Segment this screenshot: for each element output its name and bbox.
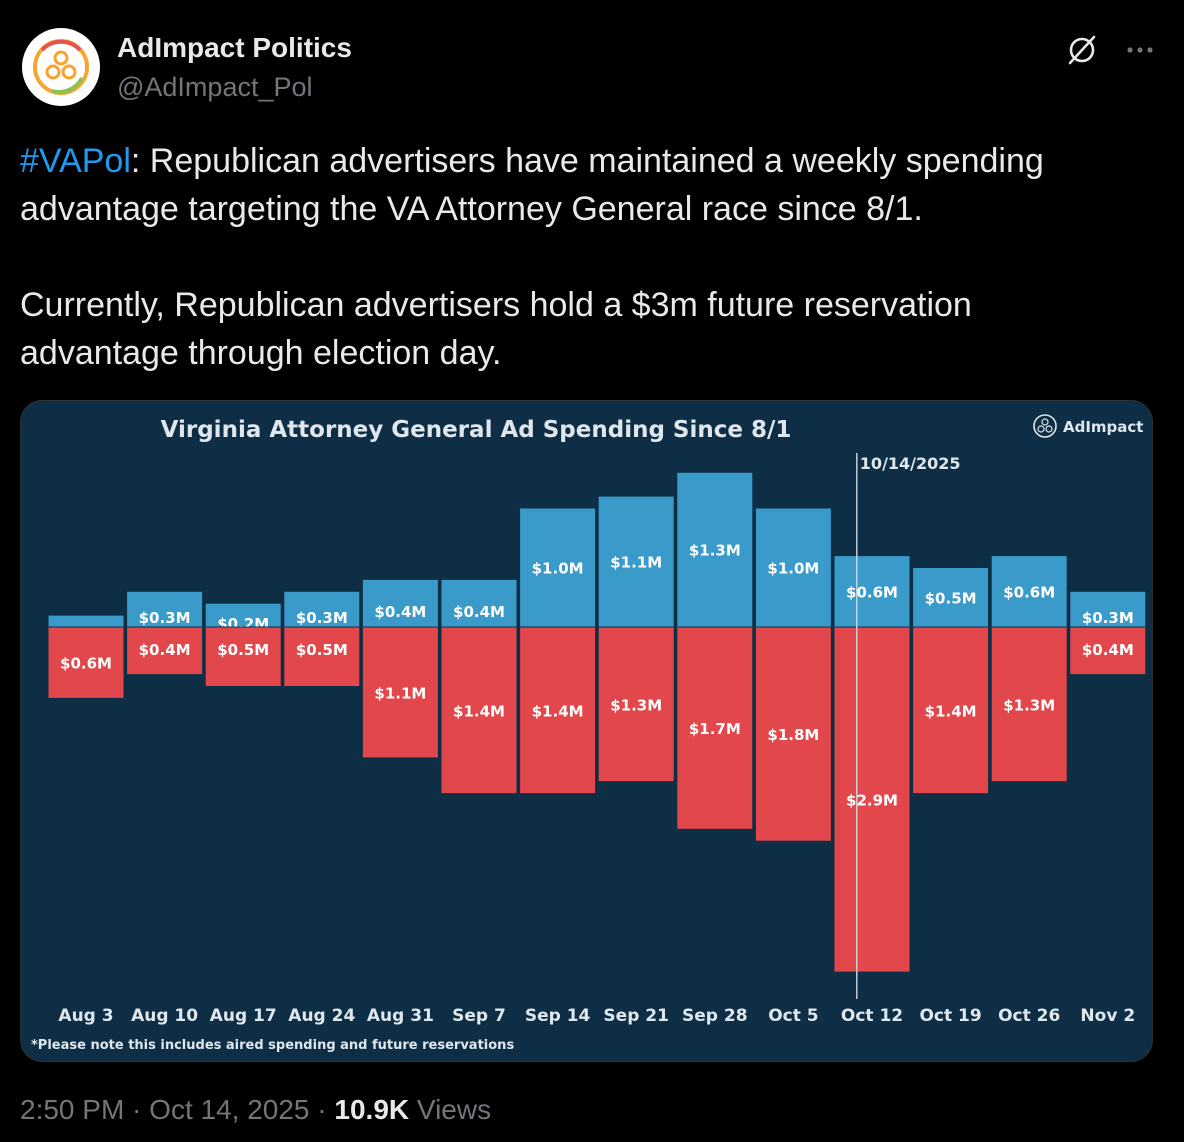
dem-bar	[597, 495, 675, 628]
rep-bar-label: $1.8M	[767, 726, 819, 744]
paragraph-gap	[20, 233, 1160, 281]
dem-bar-label: $1.1M	[610, 554, 662, 572]
rep-bar-label: $1.4M	[453, 702, 505, 720]
rep-bar	[47, 626, 125, 699]
x-axis-tick-label: Sep 14	[525, 1006, 591, 1026]
rep-bar-label: $1.4M	[532, 702, 584, 720]
rep-bar-label: $1.1M	[374, 684, 426, 702]
dem-bar	[912, 567, 990, 628]
chart-footnote: *Please note this includes aired spendin…	[31, 1038, 514, 1053]
x-axis-tick-label: Oct 19	[919, 1006, 981, 1026]
rep-bar-label: $0.4M	[139, 641, 191, 659]
account-handle[interactable]: @AdImpact_Pol	[117, 72, 313, 102]
chart-title: Virginia Attorney General Ad Spending Si…	[161, 417, 792, 443]
brand-logo-icon	[1033, 414, 1057, 438]
chart-bars: $0.6M$0.3M$0.4M$0.2M$0.5M$0.3M$0.5M$0.4M…	[47, 471, 1147, 973]
rep-bar	[597, 626, 675, 783]
dem-bar-label: $0.6M	[846, 583, 898, 601]
hashtag-link[interactable]: #VAPol	[20, 142, 131, 180]
x-axis-tick-label: Sep 7	[452, 1006, 506, 1026]
dem-bar-label: $1.0M	[767, 560, 819, 578]
tweet-date[interactable]: Oct 14, 2025	[149, 1094, 310, 1125]
x-axis-tick-label: Aug 10	[131, 1006, 198, 1026]
rep-bar-label: $1.3M	[1003, 696, 1055, 714]
x-axis-tick-label: Oct 5	[768, 1006, 818, 1026]
dem-bar	[1069, 590, 1147, 628]
x-axis-labels: Aug 3 Aug 10 Aug 17 Aug 24 Aug 31 Sep 7 Sep 14…	[58, 1006, 1135, 1026]
rep-bar	[204, 626, 282, 687]
tweet-line-3: Currently, Republican advertisers hold a…	[20, 286, 972, 324]
date-marker-label: 10/14/2025	[860, 454, 961, 473]
dem-bar	[833, 555, 911, 628]
rep-bar	[833, 626, 911, 973]
rep-bar-label: $0.6M	[60, 655, 112, 673]
rep-bar	[990, 626, 1068, 783]
grok-icon[interactable]	[1064, 32, 1100, 68]
rep-bar	[1069, 626, 1147, 676]
x-axis-tick-label: Oct 12	[841, 1006, 903, 1026]
dem-bar	[47, 614, 125, 628]
views-label: Views	[409, 1094, 492, 1125]
spending-chart: Virginia Attorney General Ad Spending Si…	[21, 401, 1152, 1061]
rep-bar	[676, 626, 754, 830]
x-axis-tick-label: Aug 24	[288, 1006, 355, 1026]
x-axis-tick-label: Sep 28	[682, 1006, 748, 1026]
rep-bar-label: $1.7M	[689, 720, 741, 738]
views-count: 10.9K	[334, 1094, 410, 1125]
x-axis-tick-label: Aug 17	[210, 1006, 277, 1026]
x-axis-tick-label: Nov 2	[1080, 1006, 1135, 1026]
rep-bar	[283, 626, 361, 687]
rep-bar-label: $2.9M	[846, 792, 898, 810]
rep-bar	[361, 626, 439, 759]
rep-bar-label: $1.3M	[610, 696, 662, 714]
more-dots-icon[interactable]	[1122, 32, 1158, 68]
dem-bar	[676, 471, 754, 628]
rep-bar-label: $0.5M	[296, 641, 348, 659]
chart-image[interactable]: Virginia Attorney General Ad Spending Si…	[20, 400, 1153, 1062]
tweet-line-2: advantage targeting the VA Attorney Gene…	[20, 190, 923, 228]
dem-bar	[361, 578, 439, 628]
dem-bar-label: $0.3M	[1082, 609, 1134, 627]
tweet-line-1: #VAPol: Republican advertisers have main…	[20, 137, 1160, 185]
dem-bar-label: $0.3M	[139, 609, 191, 627]
adimpact-brand: AdImpact	[1033, 414, 1143, 438]
dem-bar-label: $0.3M	[296, 609, 348, 627]
dem-bar-label: $0.4M	[374, 603, 426, 621]
brand-name: AdImpact	[1063, 418, 1143, 436]
x-axis-tick-label: Oct 26	[998, 1006, 1060, 1026]
x-axis-tick-label: Sep 21	[603, 1006, 669, 1026]
tweet-body: #VAPol: Republican advertisers have main…	[20, 137, 1160, 377]
rep-bar-label: $1.4M	[925, 702, 977, 720]
rep-bar	[912, 626, 990, 795]
tweet-line-1-text: : Republican advertisers have maintained…	[130, 142, 1044, 180]
dem-bar-label: $0.4M	[453, 603, 505, 621]
account-name[interactable]: AdImpact Politics	[117, 32, 352, 63]
tweet-footer: 2:50 PM · Oct 14, 2025 · 10.9K Views	[20, 1094, 491, 1126]
adimpact-logo-icon[interactable]	[22, 28, 100, 106]
rep-bar	[440, 626, 518, 795]
dem-bar-label: $0.5M	[925, 589, 977, 607]
tweet-time[interactable]: 2:50 PM	[20, 1094, 125, 1125]
x-axis-tick-label: Aug 31	[367, 1006, 434, 1026]
footer-separator: ·	[309, 1094, 335, 1125]
dem-bar	[519, 507, 597, 628]
x-axis-tick-label: Aug 3	[58, 1006, 113, 1026]
tweet-line-4: advantage through election day.	[20, 334, 502, 372]
dem-bar	[283, 590, 361, 628]
dem-bar	[990, 555, 1068, 628]
rep-bar	[754, 626, 832, 842]
dem-bar-label: $1.0M	[532, 560, 584, 578]
dem-bar	[440, 578, 518, 628]
rep-bar-label: $0.4M	[1082, 641, 1134, 659]
dem-bar-label: $1.3M	[689, 542, 741, 560]
tweet-header: AdImpact Politics @AdImpact_Pol	[20, 26, 1164, 110]
rep-bar	[519, 626, 597, 795]
footer-separator: ·	[124, 1094, 150, 1125]
rep-bar	[126, 626, 204, 676]
rep-bar-label: $0.5M	[217, 641, 269, 659]
dem-bar-label: $0.6M	[1003, 583, 1055, 601]
